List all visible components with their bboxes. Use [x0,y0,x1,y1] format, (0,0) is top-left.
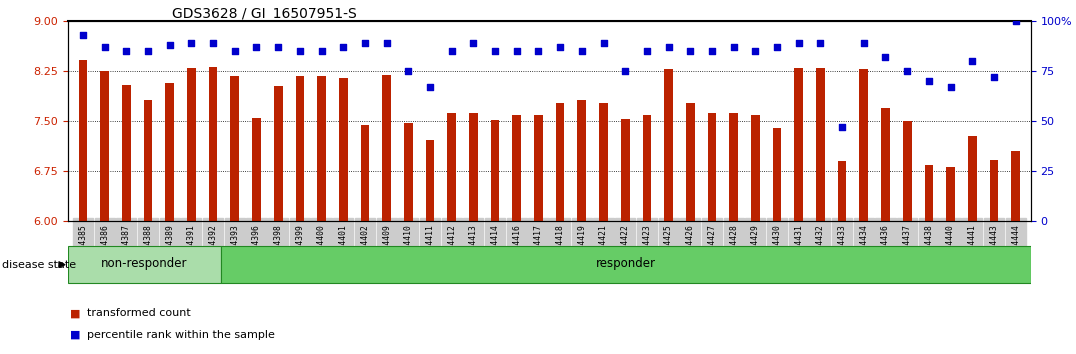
Text: transformed count: transformed count [87,308,190,318]
Bar [339,78,348,221]
Bar [968,136,977,221]
Point [552,44,569,50]
Point [617,68,634,74]
Bar [273,86,283,221]
Point [335,44,352,50]
Text: non-responder: non-responder [101,257,187,270]
Point [96,44,113,50]
Bar [469,113,478,221]
Bar [642,115,651,221]
Text: percentile rank within the sample: percentile rank within the sample [87,330,275,339]
Point [204,40,222,46]
Text: ■: ■ [70,308,81,318]
Bar [751,115,760,221]
Bar [230,76,239,221]
Bar [924,165,933,221]
Point [898,68,916,74]
Bar [773,128,781,221]
Point [270,44,287,50]
Bar [838,161,847,221]
Bar [209,67,217,221]
Point [682,48,699,54]
Point [74,33,91,38]
Bar [296,76,305,221]
Point [638,48,655,54]
Point [161,42,179,48]
Point [443,48,461,54]
Bar [903,121,911,221]
Point [465,40,482,46]
Text: GDS3628 / GI_16507951-S: GDS3628 / GI_16507951-S [172,7,357,21]
Bar [382,75,391,221]
Bar [448,113,456,221]
Point [226,48,243,54]
Point [529,48,547,54]
Point [486,48,504,54]
Point [790,40,807,46]
Bar [187,68,196,221]
Point [595,40,612,46]
Point [986,74,1003,80]
Point [920,79,937,84]
Text: responder: responder [596,257,656,270]
Point [834,124,851,130]
Bar [730,113,738,221]
Bar [68,246,221,283]
Point [747,48,764,54]
Point [378,40,395,46]
Point [140,48,157,54]
Bar [946,167,954,221]
Point [313,48,330,54]
Bar [512,115,521,221]
Point [768,44,785,50]
Point [725,44,742,50]
Bar [360,125,369,221]
Point [117,48,134,54]
Bar [556,103,565,221]
Point [399,68,416,74]
Bar [491,120,499,221]
Bar [166,82,174,221]
Bar [144,100,153,221]
Bar [881,108,890,221]
Point [574,48,591,54]
Bar [860,69,868,221]
Bar [252,118,260,221]
Bar [794,68,803,221]
Point [877,55,894,60]
Point [183,40,200,46]
Bar [317,76,326,221]
Text: disease state: disease state [2,259,76,270]
Point [660,44,677,50]
Bar [221,246,1031,283]
Point [508,48,525,54]
Point [292,48,309,54]
Point [356,40,373,46]
Bar [1011,151,1020,221]
Bar [578,100,586,221]
Bar [708,113,717,221]
Point [247,44,265,50]
Bar [816,68,825,221]
Bar [621,119,629,221]
Point [811,40,829,46]
Bar [990,160,999,221]
Point [964,58,981,64]
Bar [534,115,542,221]
Point [855,40,873,46]
Bar [664,69,672,221]
Bar [685,103,695,221]
Text: ■: ■ [70,330,81,339]
Bar [122,85,130,221]
Point [942,84,959,90]
Bar [599,103,608,221]
Point [1007,18,1024,24]
Point [704,48,721,54]
Bar [426,140,435,221]
Bar [79,60,87,221]
Bar [404,122,413,221]
Bar [100,71,109,221]
Point [422,84,439,90]
